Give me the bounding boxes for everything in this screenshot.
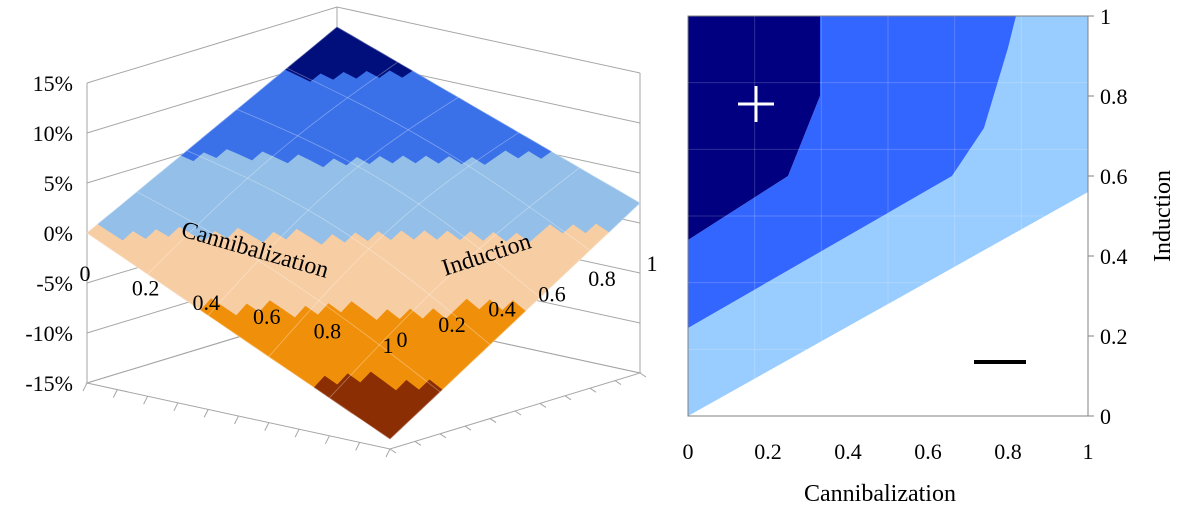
floor-tick [294,428,300,438]
mesh-line [286,67,591,251]
floor-tick [389,448,397,454]
mesh-line [236,109,541,298]
z-tick-label: -10% [25,321,73,346]
mesh-line [86,232,391,440]
x-tick-labels: 0 0.2 0.4 0.6 0.8 1 [683,439,1094,464]
floor-tick [414,440,422,446]
z-tick-label: 10% [33,121,73,146]
induction-tick-label: 0.4 [488,297,516,322]
z-tick-label: 5% [44,171,73,196]
cannibalization-tick-label: 0.6 [253,304,281,329]
induction-tick-label: 0.8 [588,266,616,291]
floor-tick [539,402,547,408]
floor-tick [489,418,497,424]
x-axis-label: Cannibalization [804,481,956,507]
induction-tick-label: 0.2 [438,312,466,337]
floor-tick [203,409,209,418]
x-tick-label: 0 [683,439,694,464]
y-axis-label: Induction [1150,170,1176,262]
x-tick-label: 0.4 [834,439,862,464]
cannibalization-tick-label: 1 [383,333,394,358]
y-tick-labels: 0 0.2 0.4 0.6 0.8 1 [1088,4,1128,429]
z-tick-label: -5% [36,271,73,296]
cannibalization-tick-label: 0.8 [314,319,342,344]
y-tick-label: 0.2 [1100,324,1128,349]
mesh-line [86,26,338,234]
z-tick-labels: 15% 10% 5% 0% -5% -10% -15% [25,71,73,396]
mesh-line [136,191,441,393]
induction-tick-label: 0 [397,327,408,352]
mesh-line [186,150,491,345]
cannibalization-tick-label: 0 [80,261,91,286]
y-tick-label: 0.8 [1100,84,1128,109]
x-tick-label: 0.2 [754,439,782,464]
cannibalization-tick-label: 0.4 [192,290,220,315]
mesh-line [329,167,580,399]
floor-tick [385,448,391,458]
y-tick-label: 0 [1100,404,1111,429]
mesh-line [389,202,641,440]
induction-tick-label: 0.6 [538,281,566,306]
mesh-line [336,26,641,204]
floor-tick [514,410,522,416]
surface-patch [376,419,401,440]
induction-tick-labels: 0 0.2 0.4 0.6 0.8 1 [397,251,658,352]
annotations [738,86,1026,364]
floor-tick [614,380,622,386]
floor-tick [589,387,597,393]
induction-tick-label: 1 [647,251,658,276]
floor-tick [464,425,472,431]
x-tick-label: 1 [1083,439,1094,464]
floor-tick [234,415,239,425]
contour-region [688,16,1016,328]
mesh-line [147,61,398,275]
contour-grid [688,16,1088,416]
floor-tick [439,433,447,439]
y-tick-label: 0.6 [1100,164,1128,189]
z-tick-label: 15% [33,71,73,96]
plot-border [687,15,1089,417]
cannibalization-tick-labels: 0 0.2 0.4 0.6 0.8 1 [80,261,394,358]
z-tick-label: 0% [44,221,73,246]
contour-region [688,16,820,240]
floor-tick [143,395,149,405]
floor-tick [173,402,179,412]
x-tick-label: 0.6 [914,439,942,464]
z-tick-label: -15% [25,371,73,396]
floor-tick [355,442,361,451]
surface-plot [86,26,641,440]
floor-tick [82,382,88,392]
mesh-line [207,97,459,316]
floor-tick [264,422,270,431]
contour-chart: 0 0.2 0.4 0.6 0.8 1 0 0.2 0.4 0.6 0.8 1 Cannibaliz… [683,4,1177,507]
floor-tick [639,372,647,378]
y-tick-label: 0.4 [1100,244,1128,269]
surface-chart: 15% 10% 5% 0% -5% -10% -15% 0 0.2 0.4 0.6 0.8 1 0 0.… [25,6,658,458]
x-tick-label: 0.8 [994,439,1022,464]
y-tick-label: 1 [1100,4,1111,29]
plus-marker [738,86,774,122]
mesh-line [268,132,520,357]
contour-region [688,16,1088,416]
floor-tick [324,435,330,445]
floor-tick [112,389,118,398]
cannibalization-tick-label: 0.2 [132,275,160,300]
floor-tick [564,395,572,401]
